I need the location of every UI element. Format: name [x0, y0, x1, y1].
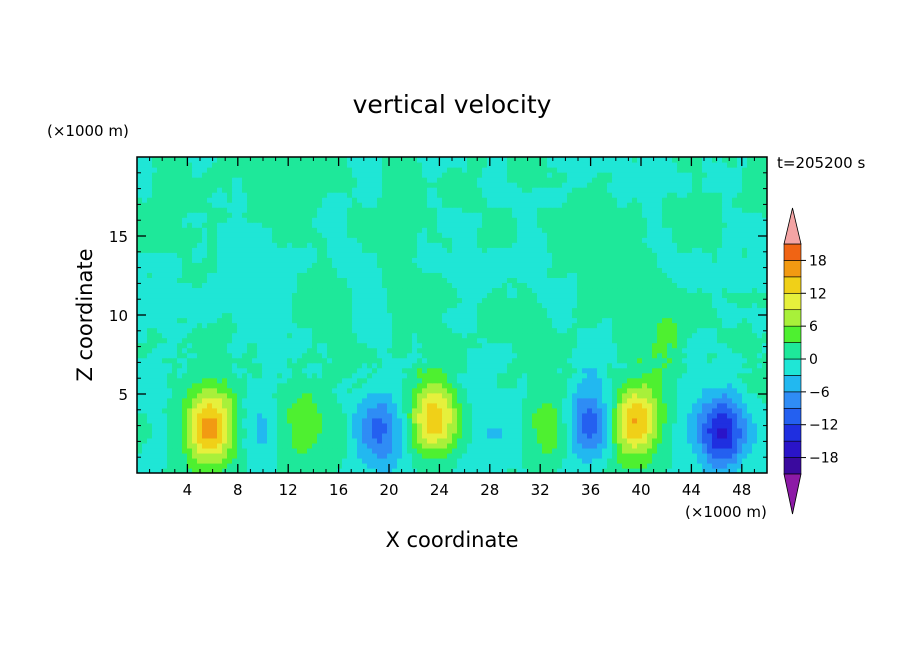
chart-title: vertical velocity [353, 90, 552, 119]
x-tick-label: 24 [430, 481, 449, 499]
colorbar-tick-label: −18 [809, 451, 839, 467]
colorbar-swatch [783, 292, 802, 311]
colorbar-swatch [783, 391, 802, 409]
y-axis-label: Z coordinate [73, 248, 97, 381]
colorbar-swatch [783, 358, 802, 376]
colorbar-swatch [783, 342, 802, 360]
y-tick-label: 10 [109, 307, 128, 325]
x-axis: 4 8 12 16 20 24 28 32 36 40 44 48 [149, 157, 755, 499]
colorbar-tick-label: 18 [809, 253, 827, 269]
x-tick-label: 20 [379, 481, 398, 499]
colorbar-under-arrow [783, 473, 802, 515]
y-tick-label: 15 [109, 228, 128, 246]
colorbar-tick-label: 6 [809, 319, 818, 335]
x-unit-label: (×1000 m) [685, 503, 767, 521]
colorbar-swatch [783, 276, 802, 294]
x-tick-label: 28 [480, 481, 499, 499]
y-axis: 5 10 15 [109, 172, 767, 458]
x-tick-label: 36 [581, 481, 600, 499]
x-tick-label: 44 [682, 481, 701, 499]
colorbar-over-arrow [783, 207, 802, 245]
velocity-field [137, 157, 767, 473]
y-tick-label: 5 [118, 386, 128, 404]
colorbar-swatch [783, 424, 802, 442]
x-tick-label: 32 [531, 481, 550, 499]
colorbar-swatch [783, 407, 802, 426]
time-label: t=205200 s [777, 154, 865, 172]
colorbar-tick-label: 12 [809, 286, 827, 302]
colorbar-swatch [783, 309, 802, 327]
colorbar: 18 12 6 0 −6 −12 −18 [783, 207, 839, 515]
colorbar-swatch [783, 243, 802, 261]
colorbar-tick-label: 0 [809, 352, 818, 368]
colorbar-swatch [783, 325, 802, 343]
colorbar-tick-label: −6 [809, 385, 830, 401]
colorbar-tick-label: −12 [809, 418, 839, 434]
x-tick-label: 16 [329, 481, 348, 499]
x-tick-label: 12 [279, 481, 298, 499]
colorbar-swatch [783, 260, 802, 278]
colorbar-swatch [783, 457, 802, 475]
colorbar-swatch [783, 440, 802, 458]
x-tick-label: 8 [233, 481, 243, 499]
x-axis-label: X coordinate [385, 528, 518, 552]
colorbar-swatch [783, 375, 802, 393]
x-tick-label: 4 [183, 481, 193, 499]
y-unit-label: (×1000 m) [47, 122, 129, 140]
x-tick-label: 48 [732, 481, 751, 499]
x-tick-label: 40 [631, 481, 650, 499]
